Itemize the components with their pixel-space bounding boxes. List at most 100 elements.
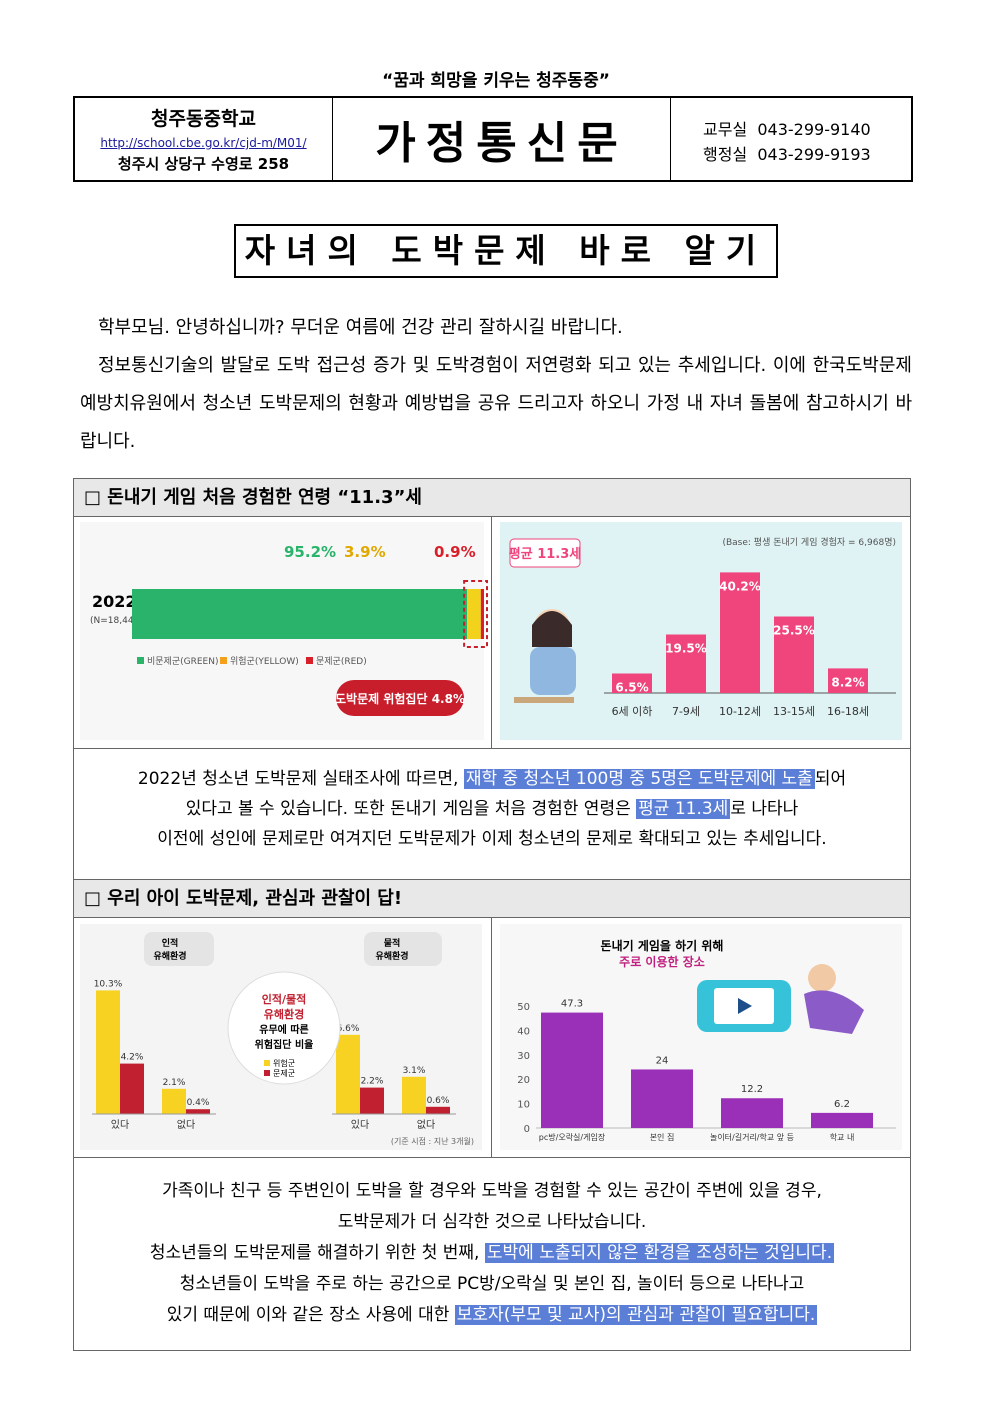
highlight: 보호자(부모 및 교사)의 관심과 관찰이 필요합니다. <box>454 1305 818 1325</box>
text-line: 청소년들의 도박문제를 해결하기 위한 첫 번째, 도박에 노출되지 않은 환경… <box>74 1238 910 1269</box>
env-bar <box>426 1106 450 1114</box>
average-badge: 평균 11.3세 <box>509 546 581 562</box>
env-category-label: 없다 <box>177 1118 195 1131</box>
stack-segment <box>132 589 468 639</box>
contact-info: 교무실 043-299-9140 행정실 043-299-9193 <box>671 98 911 180</box>
age-bar <box>774 616 814 693</box>
env-bar <box>402 1076 426 1114</box>
legend-label: 위험군(YELLOW) <box>230 656 299 667</box>
risk-label: 도박문제 위험집단 4.8% <box>335 691 465 706</box>
highlight: 평균 11.3세 <box>636 799 731 819</box>
contact-label: 교무실 <box>703 120 748 139</box>
age-bar <box>720 572 760 693</box>
section-interest: □ 우리 아이 도박문제, 관심과 관찰이 답! 10.3% 4.2% 있다 2.1%… <box>73 879 911 1351</box>
age-value-label: 40.2% <box>719 579 761 593</box>
age-value-label: 19.5% <box>665 642 707 656</box>
school-info: 청주동중학교 http://school.cbe.go.kr/cjd-m/M01… <box>75 98 333 180</box>
env-value-label: 2.2% <box>361 1077 384 1087</box>
chart-row: 10.3% 4.2% 있다 2.1% 0.4% 없다 6.6% 2.2% 있다 3.1% 0.6% 없… <box>74 918 910 1158</box>
age-bar <box>828 668 868 693</box>
env-value-label: 6.6% <box>337 1024 360 1034</box>
place-value-label: 24 <box>656 1055 669 1066</box>
env-bar <box>360 1087 384 1114</box>
text-line: 청소년들이 도박을 주로 하는 공간으로 PC방/오락실 및 본인 집, 놀이터… <box>179 1274 805 1294</box>
highlight: 도박에 노출되지 않은 환경을 조성하는 것입니다. <box>484 1243 835 1263</box>
center-title: 유무에 따른 <box>259 1023 308 1036</box>
school-name: 청주동중학교 <box>151 108 256 130</box>
text-span: 2022년 청소년 도박문제 실태조사에 따르면, <box>137 769 464 789</box>
group-title: 유해환경 <box>153 950 186 962</box>
text-line: 도박문제가 더 심각한 것으로 나타났습니다. <box>337 1212 647 1232</box>
place-category-label: 놀이터/길거리/학교 앞 등 <box>710 1132 794 1142</box>
group-title: 인적 <box>162 937 179 949</box>
text-line: 가족이나 친구 등 주변인이 도박을 할 경우와 도박을 경험할 수 있는 공간… <box>162 1181 822 1201</box>
school-motto: “꿈과 희망을 키우는 청주동중” <box>382 71 610 91</box>
place-bar-chart: 돈내기 게임을 하기 위해 주로 이용한 장소 0 10 20 30 40 50 47.3 p… <box>500 924 902 1150</box>
risk-badge <box>336 680 464 716</box>
env-note: (기준 시점 : 지난 3개월) <box>391 1136 474 1146</box>
place-value-label: 12.2 <box>741 1084 763 1095</box>
place-value-label: 47.3 <box>561 999 583 1010</box>
place-bar <box>811 1112 873 1128</box>
env-value-label: 0.4% <box>187 1098 210 1108</box>
contact-phone: 043-299-9193 <box>757 145 871 164</box>
place-category-label: 본인 집 <box>650 1132 675 1142</box>
person-illustration <box>514 609 576 703</box>
legend-swatch <box>220 657 227 664</box>
text-span: 로 나타나 <box>730 799 799 819</box>
intro-paragraph: 정보통신기술의 발달로 도박 접근성 증가 및 도박경험이 저연령화 되고 있는… <box>80 355 912 452</box>
gamer-illustration <box>697 964 864 1034</box>
age-category-label: 16-18세 <box>827 705 869 718</box>
age-bar <box>612 673 652 693</box>
env-value-label: 10.3% <box>94 979 123 989</box>
place-value-label: 6.2 <box>834 1099 850 1110</box>
intro-paragraph: 학부모님. 안녕하십니까? 무더운 여름에 건강 관리 잘하시길 바랍니다. <box>98 317 623 338</box>
text-span: 있기 때문에 이와 같은 장소 사용에 대한 <box>166 1305 455 1325</box>
legend-label: 문제군 <box>273 1069 295 1078</box>
env-category-label: 있다 <box>351 1119 369 1131</box>
env-value-label: 0.6% <box>427 1096 450 1106</box>
center-title: 위험집단 비율 <box>255 1038 314 1051</box>
age-value-label: 25.5% <box>773 624 815 638</box>
env-bar <box>96 990 120 1114</box>
text-span: 청소년들의 도박문제를 해결하기 위한 첫 번째, <box>149 1243 485 1263</box>
age-bar <box>666 634 706 693</box>
place-ytick-label: 40 <box>517 1026 530 1037</box>
doc-title: 가정통신문 <box>333 98 671 180</box>
place-chart-cell: 돈내기 게임을 하기 위해 주로 이용한 장소 0 10 20 30 40 50 47.3 p… <box>491 918 910 1157</box>
env-bar <box>162 1088 186 1114</box>
age-category-label: 13-15세 <box>773 705 815 718</box>
age-category-label: 7-9세 <box>672 705 700 718</box>
center-title: 인적/물적 <box>262 992 307 1006</box>
place-category-label: 학교 내 <box>830 1132 855 1142</box>
place-ytick-label: 10 <box>517 1100 530 1111</box>
env-bar <box>186 1109 210 1114</box>
env-category-label: 있다 <box>111 1119 129 1131</box>
section1-text: 2022년 청소년 도박문제 실태조사에 따르면, 재학 중 청소년 100명 … <box>74 749 910 854</box>
section2-text: 가족이나 친구 등 주변인이 도박을 할 경우와 도박을 경험할 수 있는 공간… <box>74 1158 910 1331</box>
place-subtitle: 주로 이용한 장소 <box>619 954 705 969</box>
legend-swatch <box>137 657 144 664</box>
contact-row: 행정실 043-299-9193 <box>703 142 911 167</box>
highlight: 재학 중 청소년 100명 중 5명은 도박문제에 노출 <box>463 769 815 789</box>
legend-swatch <box>264 1060 270 1066</box>
place-ytick-label: 20 <box>517 1075 530 1086</box>
bottom-rule <box>73 1350 911 1351</box>
stack-segment <box>480 589 484 639</box>
section-first-age: □ 돈내기 게임 처음 경험한 연령 “11.3”세 2022년 (N=18,4… <box>73 478 911 880</box>
age-bar-chart: 평균 11.3세 (Base: 평생 돈내기 게임 경험자 = 6,968명) … <box>500 522 902 740</box>
newsletter-header: 청주동중학교 http://school.cbe.go.kr/cjd-m/M01… <box>73 96 913 182</box>
risk-outline <box>463 580 489 648</box>
legend-swatch <box>306 657 313 664</box>
place-ytick-label: 30 <box>517 1051 530 1062</box>
red-pct-label: 0.9% <box>434 543 476 561</box>
school-url-link[interactable]: http://school.cbe.go.kr/cjd-m/M01/ <box>100 136 307 150</box>
env-chart-cell: 10.3% 4.2% 있다 2.1% 0.4% 없다 6.6% 2.2% 있다 3.1% 0.6% 없… <box>74 918 491 1157</box>
stacked-chart-cell: 2022년 (N=18,444) 95.2% 3.9% 0.9% 비문제군(GR… <box>74 517 491 748</box>
place-ytick-label: 50 <box>517 1002 530 1013</box>
env-value-label: 4.2% <box>121 1053 144 1063</box>
base-note: (Base: 평생 돈내기 게임 경험자 = 6,968명) <box>722 536 896 548</box>
env-value-label: 3.1% <box>403 1066 426 1076</box>
place-title: 돈내기 게임을 하기 위해 <box>601 938 724 953</box>
text-line: 있기 때문에 이와 같은 장소 사용에 대한 보호자(부모 및 교사)의 관심과… <box>74 1300 910 1331</box>
